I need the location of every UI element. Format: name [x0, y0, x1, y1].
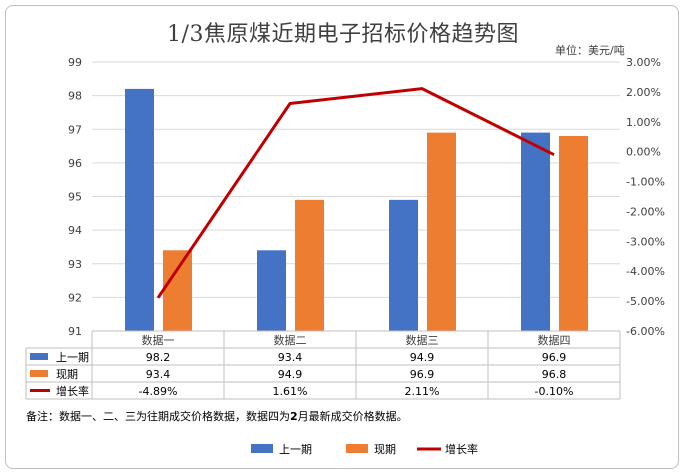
table-legend-key [30, 370, 48, 377]
y-tick-label: 92 [68, 291, 82, 304]
footnote-suffix: 月最新成交价格数据。 [297, 410, 408, 423]
footnote: 备注：数据一、二、三为往期成交价格数据，数据四为2月最新成交价格数据。 [26, 408, 408, 424]
table-cell: 94.9 [410, 351, 435, 364]
bar-previous [389, 199, 418, 331]
table-cell: 96.8 [542, 368, 567, 381]
bar-current [559, 135, 588, 331]
y2-tick-label: 0.00% [626, 146, 661, 159]
y-tick-label: 97 [68, 123, 82, 136]
table-series-name: 上一期 [56, 351, 89, 364]
bar-previous [125, 88, 154, 332]
x-tick-label: 数据三 [406, 333, 439, 347]
y2-tick-label: 2.00% [626, 86, 661, 99]
bar-current [163, 250, 192, 331]
y2-tick-label: -2.00% [626, 205, 665, 218]
table-cell: 98.2 [146, 351, 171, 364]
table-legend-key [30, 353, 48, 360]
y-tick-label: 93 [68, 258, 82, 271]
x-tick-label: 数据一 [142, 333, 175, 347]
table-cell: 1.61% [273, 385, 308, 398]
bar-current [427, 132, 456, 331]
chart-title: 1/3焦原煤近期电子招标价格趋势图 [167, 22, 519, 47]
y2-tick-label: -5.00% [626, 295, 665, 308]
y-tick-label: 91 [68, 325, 82, 338]
y2-tick-label: -4.00% [626, 265, 665, 278]
table-cell: 93.4 [278, 351, 303, 364]
y2-tick-label: 3.00% [626, 56, 661, 69]
legend-label: 增长率 [445, 442, 478, 456]
table-series-name: 现期 [56, 368, 78, 381]
table-cell: -4.89% [139, 385, 178, 398]
footnote-prefix: 备注：数据一、二、三为往期成交价格数据，数据四为 [26, 410, 290, 423]
bar-current [295, 199, 324, 331]
growth-rate-line [156, 87, 555, 299]
table-cell: 2.11% [405, 385, 440, 398]
table-cell: -0.10% [535, 385, 574, 398]
y2-tick-label: -1.00% [626, 176, 665, 189]
table-series-name: 增长率 [56, 384, 89, 398]
unit-label: 单位：美元/吨 [555, 44, 625, 57]
y-tick-label: 99 [68, 56, 82, 69]
x-tick-label: 数据二 [274, 333, 307, 347]
y-tick-label: 95 [68, 191, 82, 204]
table-cell: 93.4 [146, 368, 171, 381]
table-cell: 96.9 [542, 351, 567, 364]
table-cell: 94.9 [278, 368, 303, 381]
bar-previous [521, 132, 550, 331]
legend-key [251, 444, 273, 453]
y2-tick-label: -6.00% [626, 325, 665, 338]
footnote-bold: 2 [290, 410, 298, 423]
y2-tick-label: -3.00% [626, 235, 665, 248]
y-tick-label: 96 [68, 157, 82, 170]
y2-tick-label: 1.00% [626, 116, 661, 129]
x-tick-label: 数据四 [538, 333, 571, 347]
legend-key [346, 444, 368, 453]
y-tick-label: 98 [68, 90, 82, 103]
bar-previous [257, 250, 286, 331]
y-tick-label: 94 [68, 224, 82, 237]
legend-label: 现期 [374, 443, 396, 456]
table-cell: 96.9 [410, 368, 435, 381]
legend-label: 上一期 [279, 443, 312, 456]
